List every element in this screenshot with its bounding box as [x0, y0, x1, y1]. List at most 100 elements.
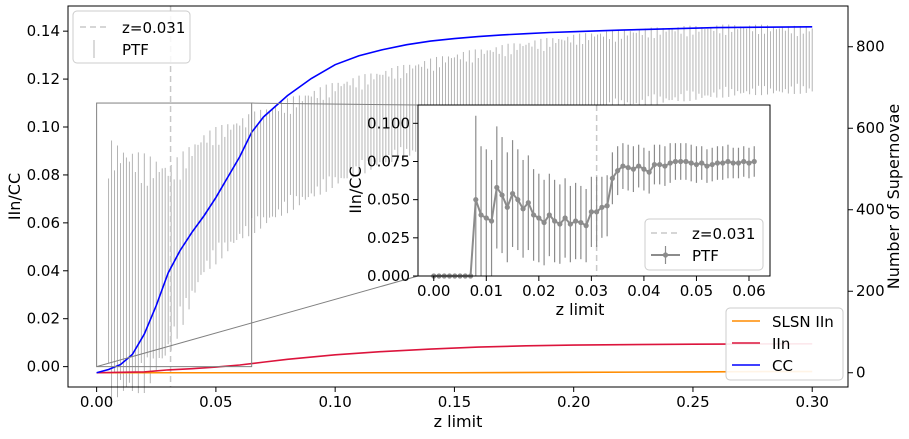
inset-data-point: [509, 190, 516, 197]
inset-data-point: [636, 163, 642, 169]
inset-data-point: [730, 160, 736, 166]
inset-data-point: [520, 206, 526, 212]
main-y-tick-label: 0.10: [27, 118, 60, 136]
main-y2-tick-label: 0: [856, 364, 866, 382]
inset-y-axis-title: IIn/CC: [346, 166, 365, 213]
inset-x-tick-label: 0.04: [627, 282, 660, 300]
legend-right-label: CC: [772, 357, 793, 375]
zoom-connector-top: [251, 102, 419, 106]
main-axes: 0.00 0.05 0.10 0.15 0.20 0.25 0.30 0.00 0.02 0.04…: [5, 5, 903, 431]
inset-data-point: [646, 169, 652, 175]
inset-legend-label-vline: z=0.031: [692, 225, 755, 243]
inset-data-point: [583, 223, 589, 229]
inset-data-point: [594, 209, 600, 215]
inset-y-tick-label: 0.025: [367, 229, 410, 247]
legend-left-box: [72, 10, 191, 64]
inset-data-point: [488, 218, 495, 224]
inset-data-point: [667, 160, 673, 166]
inset-legend-swatch-ptf-marker: [662, 252, 669, 258]
inset-legend-label-ptf: PTF: [692, 247, 719, 265]
inset-data-point: [746, 160, 752, 166]
inset-x-tick-label: 0.02: [522, 282, 555, 300]
legend-right: SLSN IIn IIn CC: [725, 307, 844, 381]
main-y-tick-label: 0.04: [27, 262, 60, 280]
inset-data-point: [615, 168, 621, 174]
inset-data-point: [657, 161, 663, 168]
inset-ptf-series: [431, 115, 757, 279]
inset-data-point: [651, 161, 658, 168]
inset-data-point: [541, 219, 547, 226]
main-axes-frame: [67, 5, 849, 388]
inset-data-point: [504, 204, 510, 210]
inset-data-point: [751, 158, 757, 165]
inset-data-point: [483, 215, 489, 221]
main-y-tick-label: 0.06: [27, 214, 60, 232]
inset-data-point: [620, 163, 626, 169]
inset-data-point: [678, 158, 684, 165]
inset-data-point: [588, 209, 594, 215]
inset-plot-area: 0.00 0.01 0.02 0.03 0.04 0.05 0.06 0.000 0.025 0.…: [346, 104, 771, 319]
inset-data-point: [662, 163, 668, 169]
legend-right-box: [725, 307, 844, 381]
inset-y-tick-label: 0.100: [367, 114, 410, 132]
inset-legend-box: [644, 218, 764, 271]
main-y2-tick-label: 600: [856, 119, 885, 137]
inset-data-point: [530, 212, 537, 218]
legend-left-label-vline: z=0.031: [122, 19, 185, 37]
series-line-iin: [96, 343, 813, 374]
inset-x-tick-label: 0.01: [470, 282, 503, 300]
main-x-tick-label: 0.05: [199, 393, 232, 411]
inset-data-point: [709, 161, 715, 168]
inset-data-point: [714, 160, 721, 166]
main-x-tick-label: 0.30: [796, 393, 829, 411]
inset-data-point: [478, 212, 484, 218]
inset-data-point: [567, 221, 573, 227]
main-y-axis-title: IIn/CC: [5, 173, 24, 220]
legend-left: z=0.031 PTF: [72, 10, 191, 64]
inset-data-point: [551, 218, 558, 224]
inset-y-tick-label: 0.050: [367, 191, 410, 209]
main-y2-tick-label: 200: [856, 282, 885, 300]
inset-data-point: [625, 164, 631, 171]
legend-right-label: IIn: [772, 335, 790, 353]
series-line-cc: [96, 25, 813, 374]
inset-data-point: [604, 203, 610, 209]
inset-data-point: [688, 160, 694, 166]
inset-data-point: [599, 204, 605, 210]
inset-data-point: [557, 221, 563, 227]
inset-x-tick-label: 0.06: [732, 282, 765, 300]
main-x-tick-label: 0.00: [80, 393, 113, 411]
inset-data-point: [630, 166, 637, 172]
main-y-tick-label: 0.12: [27, 70, 60, 88]
inset-legend: z=0.031 PTF: [644, 218, 764, 271]
inset-data-point: [693, 161, 700, 168]
inset-data-point: [725, 158, 731, 165]
inset-axes: 0.00 0.01 0.02 0.03 0.04 0.05 0.06 0.000 0.025 0.…: [346, 104, 771, 319]
inset-x-tick-label: 0.00: [417, 282, 450, 300]
main-y-tick-label: 0.14: [27, 22, 60, 40]
main-y-tick-label: 0.08: [27, 166, 60, 184]
inset-y-tick-label: 0.000: [367, 267, 410, 285]
inset-data-point: [536, 215, 542, 221]
inset-x-tick-label: 0.03: [575, 282, 608, 300]
inset-data-point: [641, 166, 647, 172]
main-x-tick-label: 0.20: [557, 393, 590, 411]
inset-data-point: [578, 219, 584, 226]
inset-data-point: [494, 184, 500, 191]
main-x-axis-title: z limit: [434, 412, 483, 431]
inset-data-point: [525, 200, 531, 206]
main-x-tick-label: 0.15: [438, 393, 471, 411]
inset-data-point: [573, 218, 579, 224]
legend-left-label-ptf: PTF: [122, 41, 149, 59]
main-y-tick-label: 0.00: [27, 358, 60, 376]
main-x-tick-label: 0.25: [676, 393, 709, 411]
inset-y-tick-label: 0.075: [367, 152, 410, 170]
inset-data-point: [741, 158, 747, 165]
inset-data-point: [699, 160, 705, 166]
legend-right-label: SLSN IIn: [772, 313, 834, 331]
inset-x-axis-title: z limit: [556, 300, 605, 319]
inset-data-point: [735, 160, 742, 166]
main-y2-tick-label: 400: [856, 201, 885, 219]
